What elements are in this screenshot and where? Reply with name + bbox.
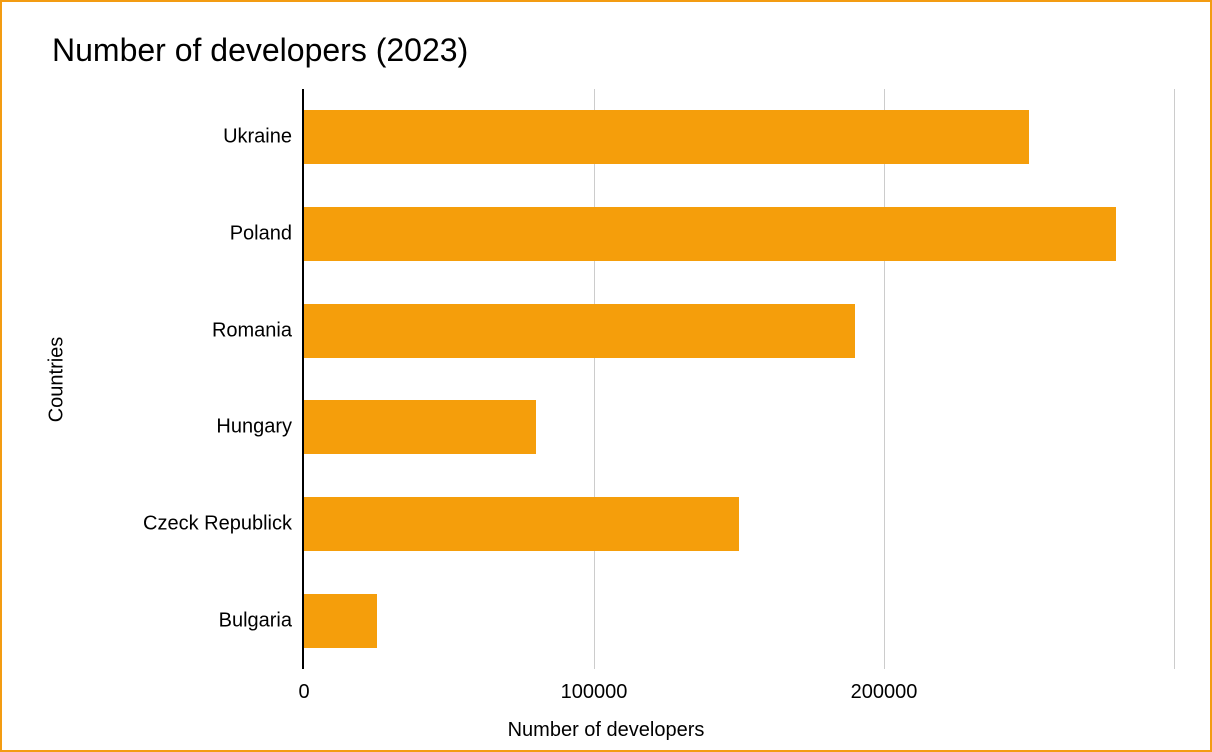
y-axis-labels-area: Ukraine Poland Romania Hungary Czeck Republi… xyxy=(72,89,302,669)
category-label: Romania xyxy=(212,319,292,342)
x-tick-label: 200000 xyxy=(851,681,918,704)
bar xyxy=(304,497,739,551)
category-label: Poland xyxy=(230,223,292,246)
y-axis-title: Countries xyxy=(46,336,69,422)
grid-line xyxy=(884,89,885,669)
x-tick-label: 100000 xyxy=(561,681,628,704)
category-label: Ukraine xyxy=(223,126,292,149)
chart-container: Number of developers (2023) Countries Uk… xyxy=(0,0,1212,752)
bar xyxy=(304,400,536,454)
plot-wrapper: Countries Ukraine Poland Romania Hungary Cze… xyxy=(42,89,1170,669)
bar xyxy=(304,110,1029,164)
bar xyxy=(304,594,377,648)
bar xyxy=(304,207,1116,261)
x-tick-label: 0 xyxy=(298,681,309,704)
chart-title: Number of developers (2023) xyxy=(52,32,1170,69)
category-label: Hungary xyxy=(216,416,292,439)
category-label: Bulgaria xyxy=(219,609,292,632)
y-axis-title-wrap: Countries xyxy=(42,89,72,669)
category-label: Czeck Republick xyxy=(143,513,292,536)
grid-line xyxy=(1174,89,1175,669)
bar xyxy=(304,304,855,358)
plot-area: 0100000200000 xyxy=(302,89,1170,669)
grid-line xyxy=(594,89,595,669)
x-axis-title: Number of developers xyxy=(42,719,1170,742)
